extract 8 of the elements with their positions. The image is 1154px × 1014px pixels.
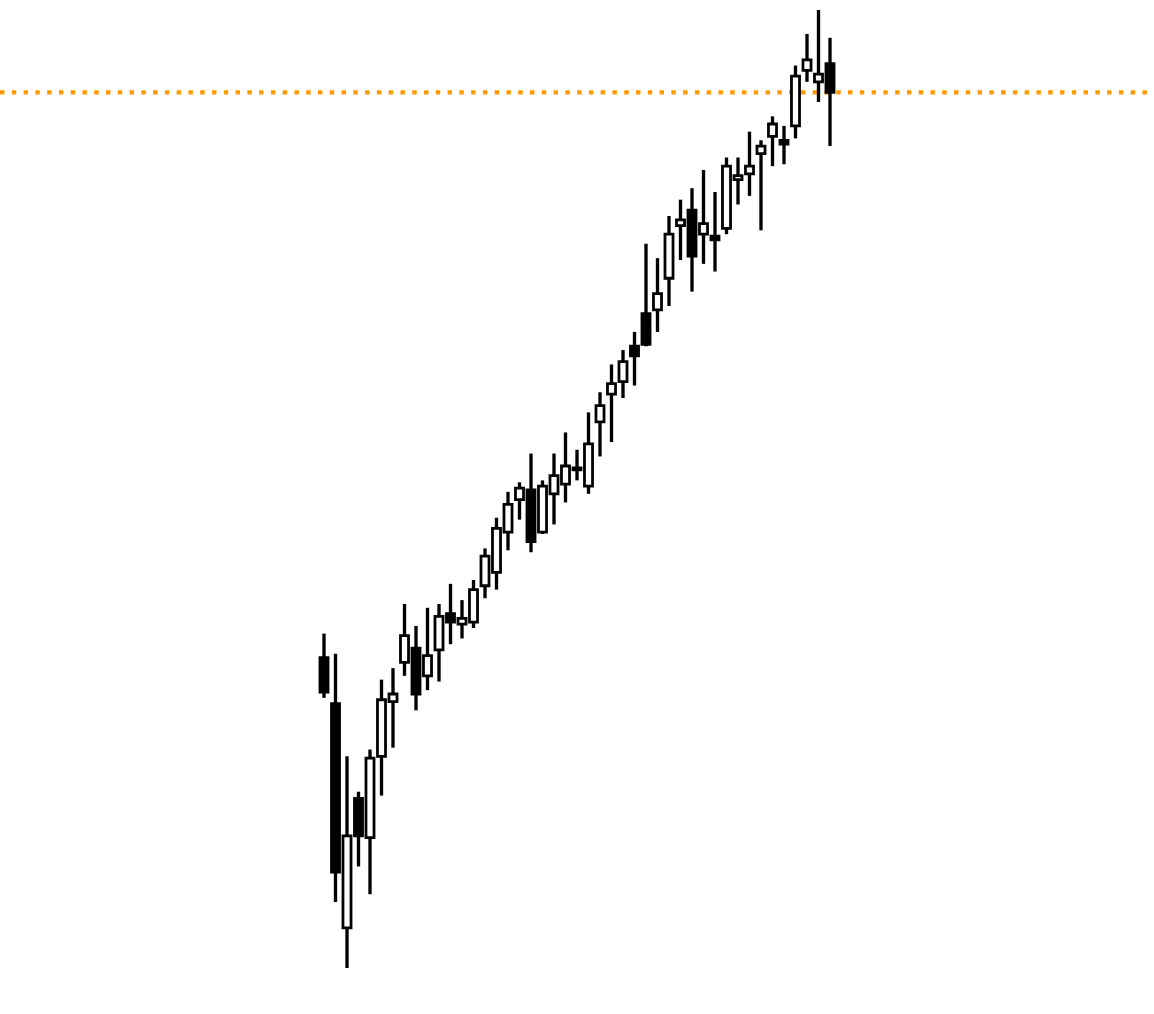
candlestick bbox=[767, 114, 778, 168]
candlestick bbox=[318, 631, 330, 700]
candlestick bbox=[652, 256, 663, 334]
candlestick bbox=[594, 390, 606, 459]
candlestick bbox=[801, 32, 813, 84]
candlestick bbox=[755, 138, 767, 233]
candlestick bbox=[663, 214, 675, 308]
candlestick bbox=[778, 124, 790, 166]
